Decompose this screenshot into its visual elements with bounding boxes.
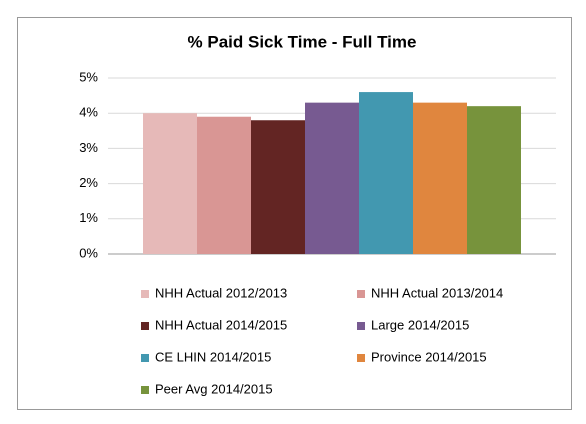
legend-label: Province 2014/2015 [371, 349, 487, 364]
bar [251, 120, 305, 255]
legend-label: CE LHIN 2014/2015 [155, 349, 271, 364]
bar [197, 116, 251, 254]
legend-label: Large 2014/2015 [371, 317, 469, 332]
legend-swatch [141, 290, 149, 298]
legend-swatch [357, 290, 365, 298]
y-tick-label: 3% [79, 140, 98, 155]
legend-swatch [357, 354, 365, 362]
bar [143, 113, 197, 254]
legend-swatch [357, 322, 365, 330]
y-tick-label: 4% [79, 105, 98, 120]
legend-swatch [141, 386, 149, 394]
legend-swatch [141, 354, 149, 362]
bar [359, 92, 413, 254]
legend-swatch [141, 322, 149, 330]
legend-label: NHH Actual 2013/2014 [371, 285, 503, 300]
y-tick-label: 1% [79, 210, 98, 225]
bar [413, 102, 467, 254]
legend-label: NHH Actual 2014/2015 [155, 317, 287, 332]
legend-label: Peer Avg 2014/2015 [155, 381, 273, 396]
bar [467, 106, 521, 254]
legend-label: NHH Actual 2012/2013 [155, 285, 287, 300]
y-tick-label: 0% [79, 245, 98, 260]
y-tick-label: 2% [79, 175, 98, 190]
chart-title: % Paid Sick Time - Full Time [188, 32, 417, 51]
bar [305, 102, 359, 254]
y-tick-label: 5% [79, 69, 98, 84]
